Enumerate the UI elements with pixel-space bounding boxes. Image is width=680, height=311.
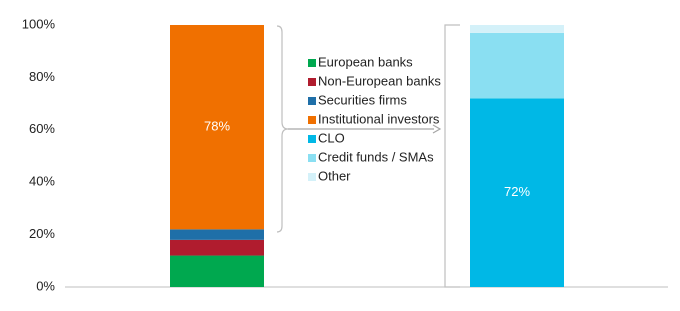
y-tick-label: 20% — [29, 226, 55, 241]
legend-swatch — [308, 97, 316, 105]
legend-label: Other — [318, 168, 351, 183]
arrow-head — [432, 124, 442, 134]
y-tick-label: 0% — [36, 278, 55, 293]
bar-segment — [170, 25, 264, 230]
y-tick-label: 40% — [29, 174, 55, 189]
y-tick-label: 100% — [22, 16, 56, 31]
legend-swatch — [308, 154, 316, 162]
legend-swatch — [308, 116, 316, 124]
data-label: 78% — [204, 119, 230, 134]
bar-segment — [170, 239, 264, 256]
bar-segment — [470, 32, 564, 99]
legend-swatch — [308, 135, 316, 143]
bracket — [276, 25, 289, 233]
bar-segment — [470, 98, 564, 287]
y-tick-label: 60% — [29, 121, 55, 136]
legend-label: Non-European banks — [318, 73, 441, 88]
bracket — [444, 24, 460, 288]
legend-label: CLO — [318, 130, 345, 145]
y-tick-label: 80% — [29, 69, 55, 84]
legend-label: Securities firms — [318, 92, 407, 107]
legend-swatch — [308, 78, 316, 86]
data-label: 72% — [504, 184, 530, 199]
legend-swatch — [308, 173, 316, 181]
legend-label: Institutional investors — [318, 111, 440, 126]
legend-swatch — [308, 59, 316, 67]
bar-segment — [470, 25, 564, 33]
legend-label: European banks — [318, 54, 413, 69]
bar-segment — [170, 229, 264, 240]
legend-label: Credit funds / SMAs — [318, 149, 434, 164]
bar-segment — [170, 255, 264, 287]
